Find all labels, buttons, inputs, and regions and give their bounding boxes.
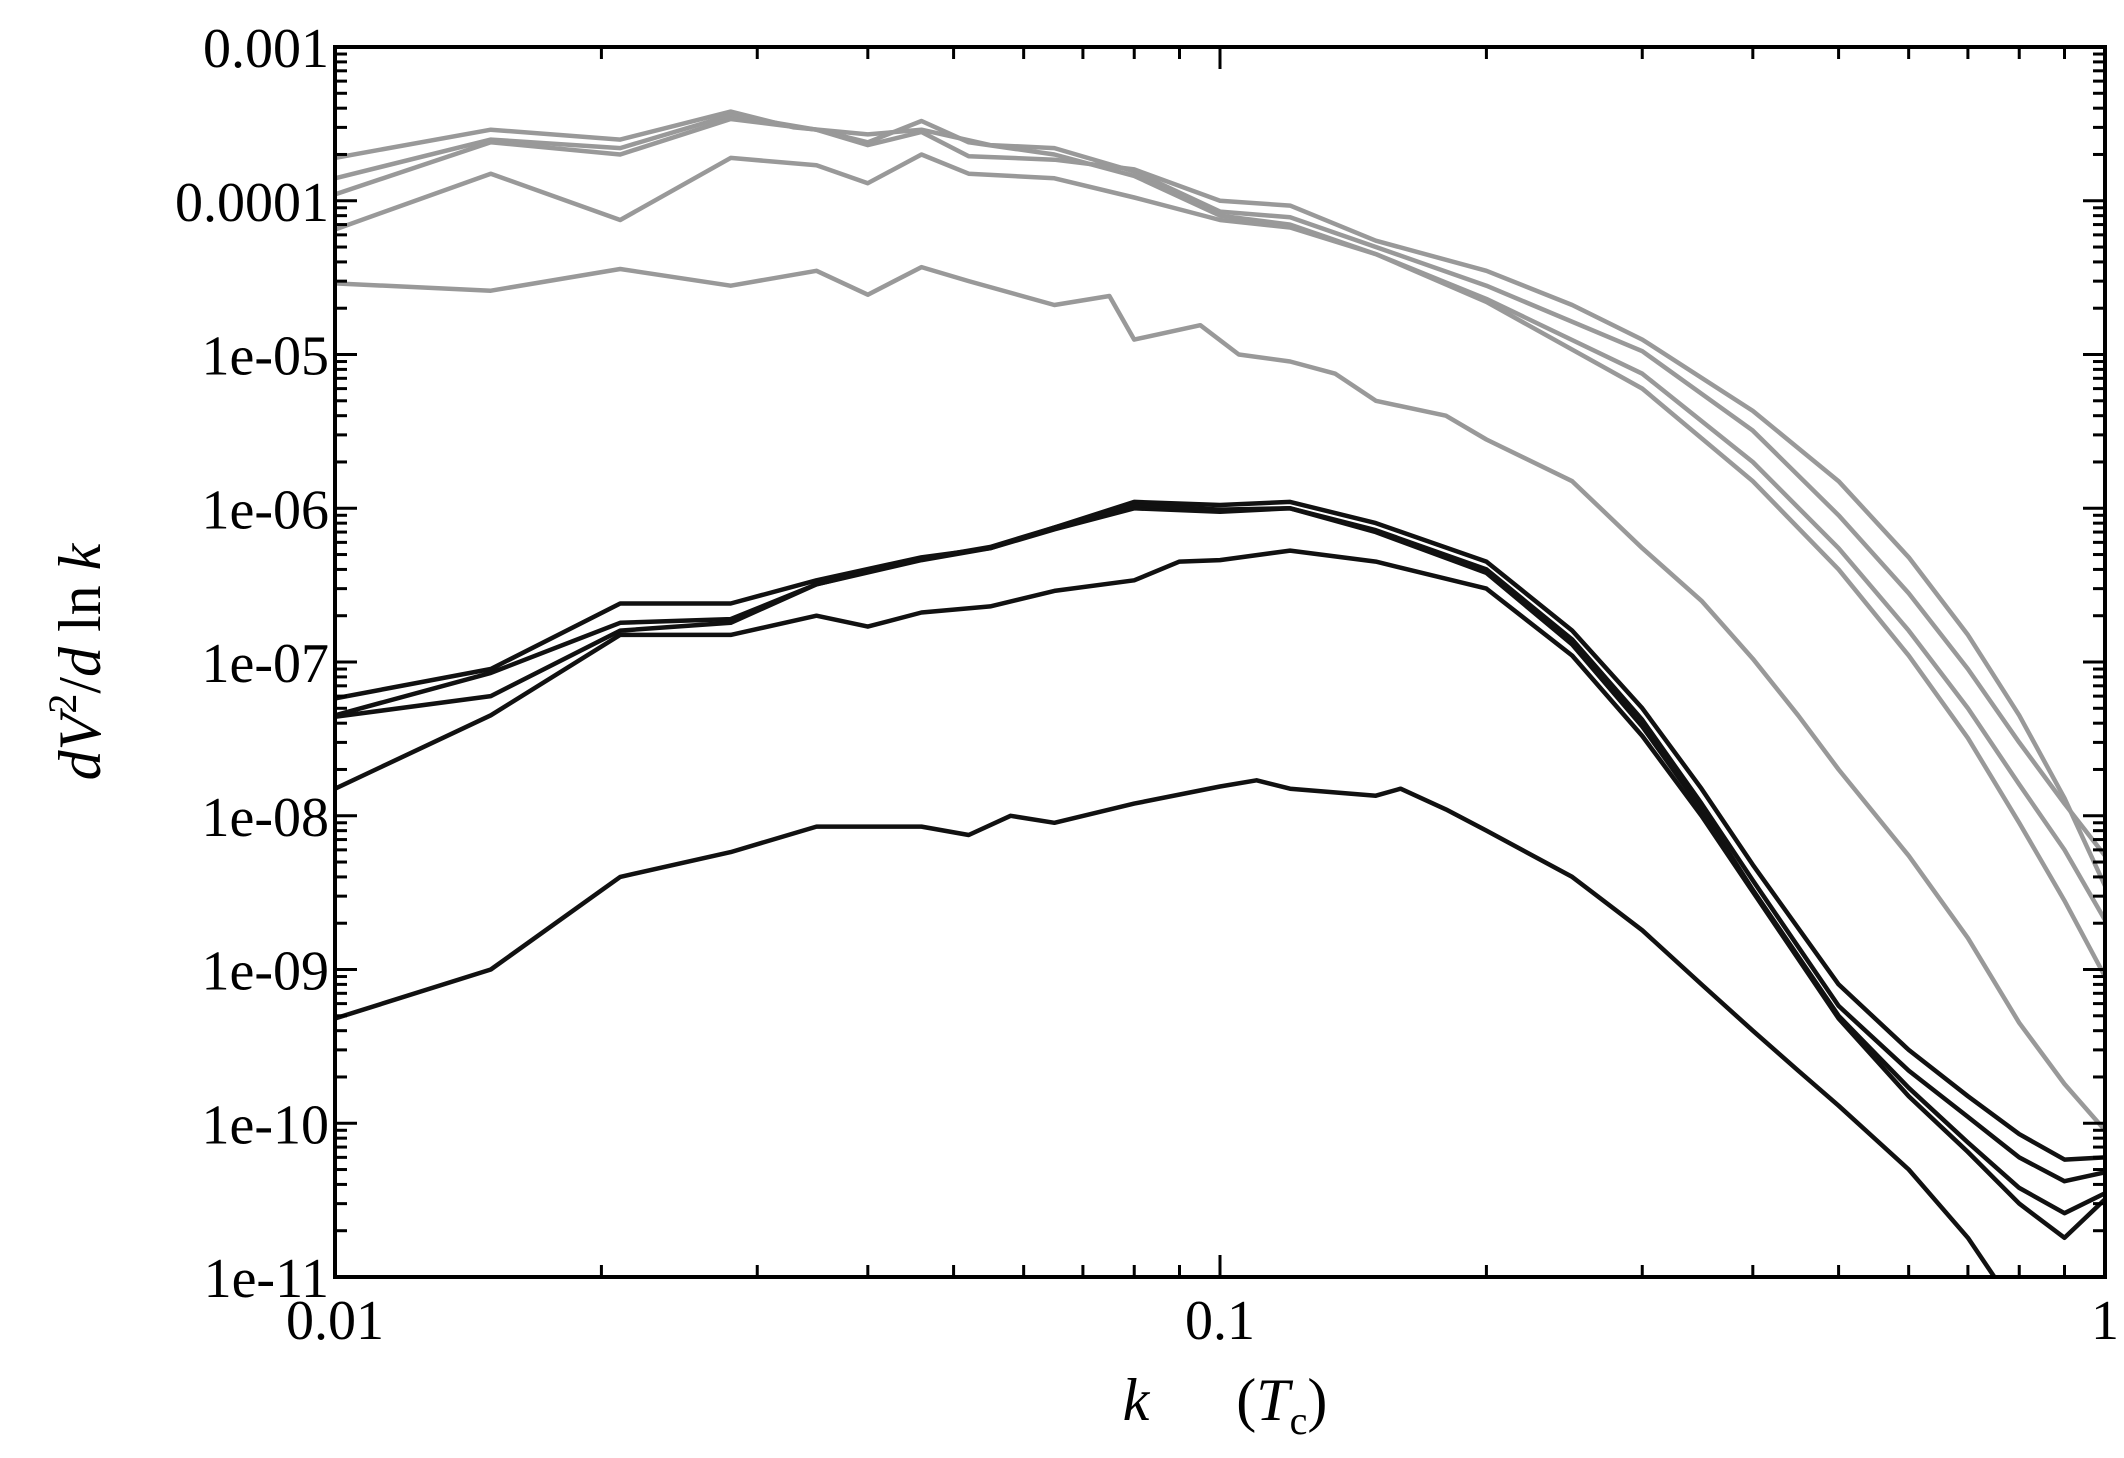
x-label-unit-open: ( <box>1236 1367 1256 1433</box>
y-tick-label: 0.0001 <box>175 172 329 234</box>
series-line-black-3 <box>335 502 2105 1216</box>
x-tick-label: 0.1 <box>1185 1290 1255 1352</box>
x-label-var: k <box>1123 1367 1151 1433</box>
x-label-unit-close: ) <box>1307 1367 1327 1433</box>
y-label-sup: 2 <box>40 694 85 714</box>
y-label-var: V <box>47 707 113 750</box>
x-label-unit-sub: c <box>1290 1398 1308 1443</box>
y-label-ln: ln <box>47 570 113 647</box>
series-line-gray-5 <box>335 264 2105 1133</box>
x-axis-label: k (Tc) <box>1123 1367 1328 1443</box>
series-line-gray-3 <box>335 116 2105 889</box>
y-label-k: k <box>47 542 113 570</box>
series-line-black-5 <box>335 778 1997 1277</box>
series-line-gray-4 <box>335 152 2105 979</box>
tick-labels: 0.01 0.1 1 0.001 0.0001 1e-05 1e-06 1e-07 1e-08 1… <box>175 18 2119 1352</box>
y-tick-label: 1e-06 <box>201 479 329 541</box>
series-line-black-4 <box>335 548 2105 1241</box>
y-axis-label: dV2/d ln k <box>40 542 113 780</box>
y-tick-label: 1e-07 <box>201 633 329 695</box>
y-tick-label: 1e-08 <box>201 787 329 849</box>
x-tick-label: 1 <box>2091 1290 2119 1352</box>
y-tick-label: 1e-09 <box>201 941 329 1003</box>
y-label-slash: / <box>47 677 113 694</box>
series-layer <box>335 109 2105 1277</box>
y-tick-label: 1e-11 <box>204 1248 329 1310</box>
y-label-d2: d <box>47 646 113 677</box>
plot-frame <box>333 45 2107 1279</box>
y-tick-label: 1e-10 <box>201 1094 329 1156</box>
x-tick-label: 0.01 <box>286 1290 384 1352</box>
series-line-black-1 <box>335 499 2105 1162</box>
y-label-d1: d <box>47 749 113 780</box>
x-label-unit-var: T <box>1256 1367 1293 1433</box>
y-tick-label: 1e-05 <box>201 326 329 388</box>
y-tick-label: 0.001 <box>203 18 329 80</box>
